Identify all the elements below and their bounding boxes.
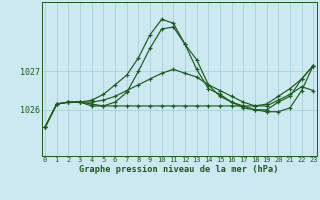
X-axis label: Graphe pression niveau de la mer (hPa): Graphe pression niveau de la mer (hPa) — [79, 165, 279, 174]
